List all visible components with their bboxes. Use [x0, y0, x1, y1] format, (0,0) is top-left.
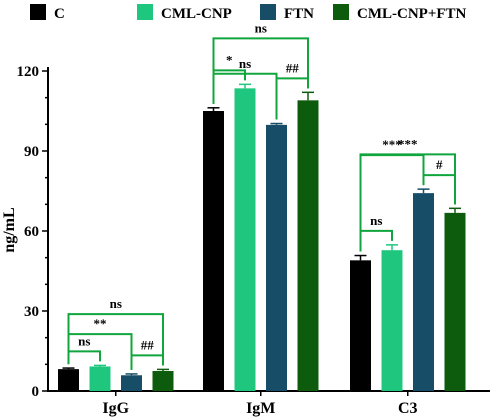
significance-label: ns [370, 213, 382, 228]
significance-label: * [226, 52, 233, 67]
significance-label: ## [286, 60, 300, 75]
significance-label: *** [382, 137, 402, 152]
significance-label: ** [94, 316, 107, 331]
bar [350, 260, 371, 391]
bar [297, 100, 319, 391]
y-tick-label: 120 [17, 64, 40, 80]
y-tick-label: 90 [24, 144, 39, 160]
legend: C CML-CNP FTN CML-CNP+FTN [30, 4, 467, 22]
y-tick-label: 0 [32, 384, 40, 400]
bar [203, 111, 224, 391]
significance-bracket [275, 77, 309, 120]
x-tick-label: C3 [398, 400, 418, 417]
significance-label: # [436, 157, 443, 172]
bar [413, 193, 434, 391]
significance-label: ns [239, 56, 251, 71]
significance-bracket [130, 354, 164, 370]
legend-swatch [260, 4, 276, 20]
legend-label: C [54, 6, 65, 22]
bar [381, 250, 403, 391]
significance-bracket [422, 174, 456, 205]
bar [89, 366, 111, 391]
bar [266, 124, 287, 391]
bar [234, 88, 256, 391]
legend-label: CML-CNP [161, 6, 232, 22]
y-tick-label: 60 [24, 224, 39, 240]
x-tick-label: IgG [102, 400, 129, 417]
y-tick-label: 30 [24, 304, 39, 320]
legend-swatch [333, 4, 349, 20]
significance-label: *** [398, 136, 418, 151]
y-axis-label: ng/mL [1, 207, 18, 252]
legend-swatch [137, 4, 153, 20]
bars [58, 83, 466, 391]
significance-bracket [67, 333, 133, 370]
bar [444, 212, 466, 391]
y-axis: 0 30 60 90 120 [17, 64, 49, 400]
legend-label: FTN [284, 6, 314, 22]
significance-label: ## [141, 337, 155, 352]
significance-bracket [359, 154, 425, 252]
significance-bracket [359, 229, 393, 252]
significance-label: ns [110, 296, 122, 311]
significance-bracket [67, 350, 101, 365]
bar [152, 371, 174, 391]
bar [58, 369, 79, 391]
x-tick-label: IgM [246, 400, 275, 417]
significance-label: ns [255, 20, 267, 35]
legend-swatch [30, 4, 46, 20]
significance-label: ns [78, 333, 90, 348]
significance-bracket [212, 69, 246, 104]
x-axis: IgG IgM C3 [47, 390, 490, 417]
bar [121, 375, 142, 391]
legend-label: CML-CNP+FTN [357, 6, 467, 22]
